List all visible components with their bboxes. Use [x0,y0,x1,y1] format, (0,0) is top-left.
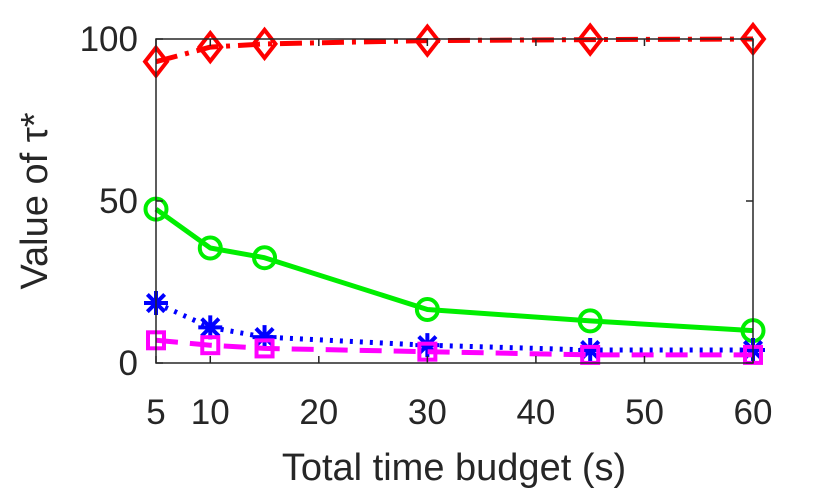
y-tick-label: 0 [119,344,138,383]
x-tick-label: 60 [734,393,773,432]
data-point [252,245,278,271]
tick-layer: 5 10 20 30 40 50 60 0 50 100 [80,20,773,432]
y-axis-label: Value of τ* [14,112,56,289]
data-point [200,335,221,356]
x-tick-label: 50 [625,393,664,432]
x-tick-label: 30 [408,393,447,432]
series-circle [143,196,766,344]
data-point [414,297,440,323]
data-point [252,325,277,350]
x-tick-label: 40 [516,393,555,432]
data-point [578,338,603,363]
data-point [197,235,223,261]
y-tick-label: 50 [99,182,138,221]
x-tick-label: 5 [146,393,165,432]
x-tick-label: 20 [299,393,338,432]
data-point [254,338,275,359]
data-point [576,22,604,57]
data-point [577,308,603,334]
data-point [413,23,441,58]
plot-area [156,39,753,363]
data-point [196,29,224,65]
y-tick-label: 100 [80,20,138,59]
x-tick-label: 10 [191,393,230,432]
data-point [198,315,223,340]
x-axis-label: Total time budget (s) [282,447,626,489]
